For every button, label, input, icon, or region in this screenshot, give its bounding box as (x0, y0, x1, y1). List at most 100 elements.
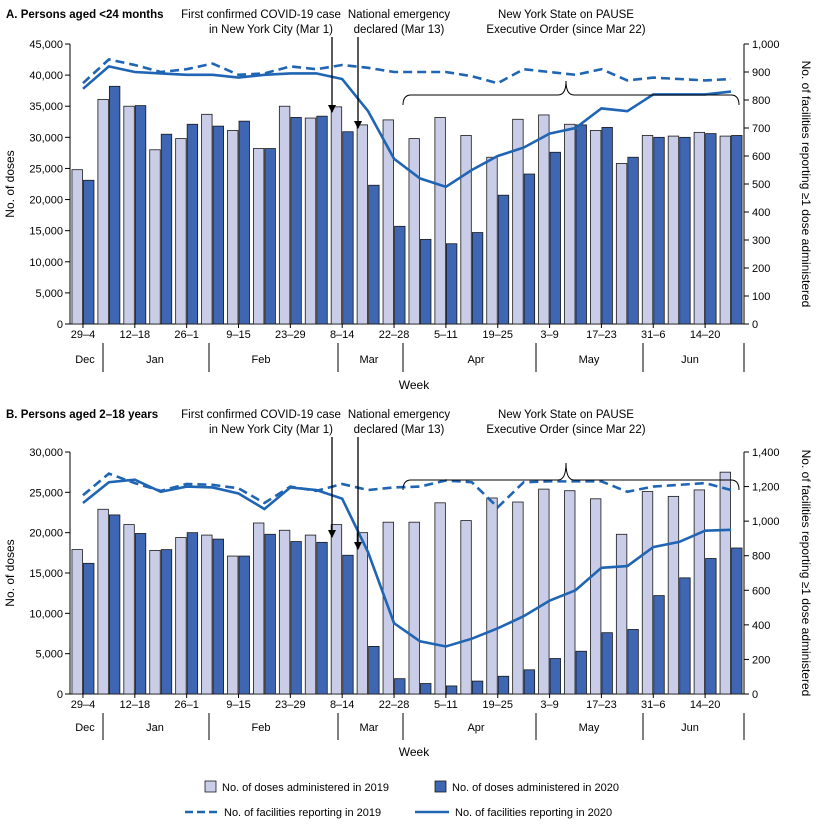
panel-a-y2label: No. of facilities reporting ≥1 dose admi… (799, 61, 813, 308)
panel-a-bar-2019-week-21 (590, 130, 602, 325)
panel-b-bar-2020-week-10 (316, 541, 328, 695)
legend-swatch-doses-2019 (204, 780, 217, 793)
panel-b-bar-2020-week-7 (238, 555, 250, 695)
panel-a-month-label-mar: Mar (360, 354, 379, 366)
panel-b-week-label: 8–14 (330, 699, 354, 711)
panel-a-bar-2019-week-15 (434, 117, 446, 325)
panel-a-bar-2020-week-16 (471, 232, 484, 325)
panel-a-bar-2020-week-23 (653, 136, 665, 325)
panel-b-month-label-feb: Feb (252, 722, 271, 734)
panel-b-bar-2020-week-20 (575, 650, 587, 695)
panel-a-bar-2019-week-26 (719, 135, 731, 325)
panel-b-bar-2019-week-22 (615, 533, 628, 695)
panel-b-y2tick-label: 1,400 (752, 447, 780, 459)
panel-a-ytick-label: 0 (57, 319, 63, 331)
panel-a-ytick-label: 5,000 (35, 288, 63, 300)
panel-a-ytick-label: 30,000 (29, 132, 63, 144)
panel-a-ytick-label: 40,000 (29, 70, 63, 82)
panel-b-bar-2019-week-16 (460, 520, 472, 695)
panel-a-bar-2020-week-7 (238, 120, 250, 325)
panel-a-bar-2019-week-5 (175, 138, 187, 325)
panel-b-bar-2019-week-14 (408, 521, 420, 695)
panel-a-bar-2019-week-8 (253, 148, 265, 325)
panel-a-bar-2020-week-19 (549, 151, 561, 325)
panel-b-y2tick-label: 800 (752, 551, 770, 563)
panel-b-ytick-label: 5,000 (35, 649, 63, 661)
panel-b-annotation-covid-case-line1: First confirmed COVID-19 case (181, 409, 341, 421)
panel-b-bar-2019-week-26 (719, 471, 731, 695)
panel-a-bar-2020-week-2 (108, 85, 121, 325)
panel-a-month-label-apr: Apr (467, 354, 484, 366)
panel-a-y2tick-label: 0 (752, 319, 758, 331)
panel-b-bar-2020-week-23 (653, 595, 665, 695)
panel-a-month-label-dec: Dec (75, 354, 95, 366)
panel-a-bar-2019-week-24 (667, 135, 680, 325)
panel-a-week-label: 3–9 (540, 329, 558, 341)
panel-b-bar-2020-week-5 (186, 532, 199, 695)
panel-b-y2tick-label: 1,000 (752, 516, 780, 528)
panel-b-bar-2019-week-19 (538, 488, 550, 695)
panel-b-bar-2020-week-3 (134, 533, 147, 695)
panel-a-y2tick-label: 100 (752, 291, 770, 303)
panel-a-ytick-label: 20,000 (29, 195, 63, 207)
panel-a-ytick-label: 35,000 (29, 101, 63, 113)
panel-b-bar-2019-week-1 (71, 549, 83, 695)
panel-a-y2tick-label: 200 (752, 263, 770, 275)
legend-label-facilities-2020: No. of facilities reporting in 2020 (455, 807, 612, 819)
panel-a-bar-2020-week-26 (731, 135, 743, 325)
panel-b-bar-2019-week-24 (667, 495, 680, 695)
panel-a-week-label: 14–20 (690, 329, 721, 341)
panel-a-bar-2020-week-20 (575, 124, 587, 325)
panel-b-annotation-covid-case-line2: in New York City (Mar 1) (209, 424, 333, 436)
panel-a-bar-2020-week-15 (445, 243, 458, 325)
legend-label-doses-2020: No. of doses administered in 2020 (452, 782, 619, 794)
panel-a-bar-2019-week-23 (641, 135, 654, 325)
panel-a-week-label: 17–23 (586, 329, 617, 341)
panel-b-annotation-pause-line2: Executive Order (since Mar 22) (486, 424, 645, 436)
panel-b-bar-2019-week-3 (123, 524, 135, 695)
panel-a-bar-2019-week-22 (615, 163, 628, 325)
panel-b-ytick-label: 0 (57, 689, 63, 701)
panel-a-bar-2020-week-1 (83, 179, 95, 325)
panel-b-bar-2020-week-2 (108, 514, 121, 695)
panel-a-y2tick-label: 900 (752, 67, 770, 79)
panel-a-week-label: 23–29 (275, 329, 306, 341)
panel-a-y2tick-label: 600 (752, 151, 770, 163)
panel-a-bar-2020-week-18 (523, 173, 536, 325)
panel-b-week-label: 22–28 (379, 699, 410, 711)
panel-a-annotation-pause-line1: New York State on PAUSE (498, 9, 634, 21)
panel-b-bar-2020-week-21 (601, 632, 613, 695)
panel-b-week-label: 14–20 (690, 699, 721, 711)
panel-b-bar-2020-week-12 (368, 646, 380, 695)
panel-b-bar-2019-week-9 (278, 529, 291, 695)
panel-a-bar-2020-week-3 (134, 105, 147, 325)
panel-b-bar-2019-week-8 (253, 522, 265, 695)
plot-layer: 0 5,000 10,000 15,000 20,000 25,000 30,000 35,0… (29, 37, 780, 740)
panel-a-line-facilities-2020 (82, 64, 732, 189)
panel-a-annotation-covid-case-line1: First confirmed COVID-19 case (181, 9, 341, 21)
panel-a-bar-2019-week-11 (330, 106, 343, 325)
panel-b-bar-2020-week-17 (497, 675, 510, 695)
panel-b-week-label: 5–11 (434, 699, 458, 711)
panel-b-annotation-pause-line1: New York State on PAUSE (498, 409, 634, 421)
panel-b-bar-2019-week-10 (304, 534, 317, 695)
panel-a-annotation-pause-brace (402, 80, 740, 106)
panel-a-ylabel: No. of doses (3, 150, 17, 217)
panel-a-bar-2019-week-9 (278, 105, 291, 325)
panel-b-bar-2019-week-12 (356, 532, 369, 695)
panel-a-bar-2020-week-14 (420, 238, 432, 325)
panel-b-bar-2019-week-21 (590, 498, 602, 695)
panel-b-ytick-label: 10,000 (29, 608, 63, 620)
panel-b-line-facilities-2019 (82, 472, 732, 510)
panel-a-week-label: 19–25 (482, 329, 513, 341)
panel-b-bar-2020-week-1 (83, 562, 95, 695)
panel-b-month-label-jun: Jun (681, 722, 699, 734)
panel-b-bar-2020-week-8 (264, 533, 276, 695)
panel-b-bar-2019-week-7 (227, 555, 239, 695)
panel-b-ytick-label: 30,000 (29, 447, 63, 459)
panel-b-xlabel: Week (399, 745, 430, 759)
panel-b-bar-2020-week-16 (471, 680, 484, 695)
panel-b-bar-2020-week-11 (342, 554, 354, 695)
panel-b-y2label: No. of facilities reporting ≥1 dose admi… (799, 450, 813, 697)
panel-b-week-label: 9–15 (226, 699, 250, 711)
